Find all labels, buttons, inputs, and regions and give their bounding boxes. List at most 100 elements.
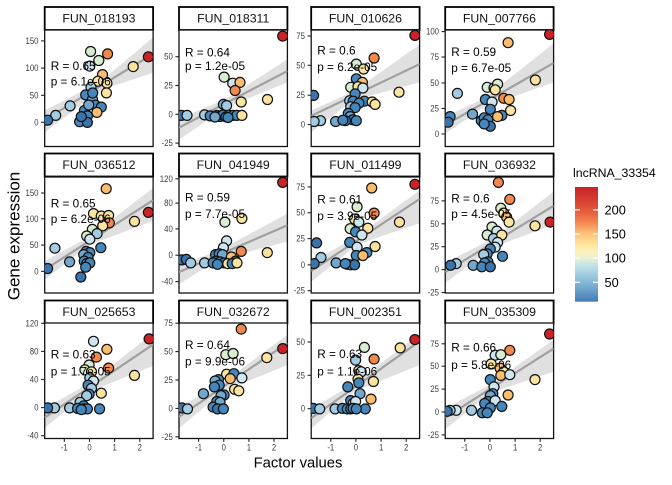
svg-text:40: 40 xyxy=(164,224,173,234)
svg-text:Factor values: Factor values xyxy=(254,456,343,472)
svg-text:75: 75 xyxy=(430,196,439,206)
svg-text:FUN_036932: FUN_036932 xyxy=(463,158,536,172)
svg-text:R = 0.63: R = 0.63 xyxy=(51,348,96,362)
svg-text:0: 0 xyxy=(222,443,226,453)
svg-text:80: 80 xyxy=(30,346,39,356)
svg-text:p = 6.7e-05: p = 6.7e-05 xyxy=(451,61,511,75)
svg-text:p = 1.2e-05: p = 1.2e-05 xyxy=(185,59,245,73)
svg-text:p = 4.5e-05: p = 4.5e-05 xyxy=(451,207,511,221)
svg-text:0: 0 xyxy=(34,117,38,127)
svg-text:50: 50 xyxy=(164,52,173,62)
svg-text:25: 25 xyxy=(430,384,439,394)
svg-text:FUN_036512: FUN_036512 xyxy=(62,158,135,172)
svg-text:120: 120 xyxy=(160,174,173,184)
svg-text:0: 0 xyxy=(301,260,305,270)
svg-text:FUN_025653: FUN_025653 xyxy=(62,305,135,319)
svg-text:150: 150 xyxy=(605,227,626,242)
svg-text:25: 25 xyxy=(430,104,439,114)
svg-text:75: 75 xyxy=(164,318,173,328)
svg-text:R = 0.65: R = 0.65 xyxy=(51,196,96,210)
svg-text:-25: -25 xyxy=(294,286,305,296)
svg-text:p = 6.1e-06: p = 6.1e-06 xyxy=(51,75,111,89)
svg-text:0: 0 xyxy=(34,403,38,413)
svg-text:25: 25 xyxy=(164,81,173,91)
svg-text:p = 7.7e-05: p = 7.7e-05 xyxy=(185,207,245,221)
svg-text:50: 50 xyxy=(605,275,619,290)
svg-text:FUN_018193: FUN_018193 xyxy=(62,12,135,26)
svg-text:0: 0 xyxy=(301,120,305,130)
svg-text:FUN_011499: FUN_011499 xyxy=(329,158,401,172)
svg-text:FUN_007766: FUN_007766 xyxy=(463,12,536,26)
svg-text:50: 50 xyxy=(296,337,305,347)
svg-text:2: 2 xyxy=(272,443,276,453)
svg-text:80: 80 xyxy=(164,198,173,208)
svg-text:FUN_002351: FUN_002351 xyxy=(329,305,402,319)
svg-text:Gene expression: Gene expression xyxy=(5,172,24,301)
svg-text:50: 50 xyxy=(296,208,305,218)
svg-text:FUN_010626: FUN_010626 xyxy=(329,12,402,26)
svg-text:25: 25 xyxy=(296,90,305,100)
svg-text:R = 0.63: R = 0.63 xyxy=(317,347,362,361)
svg-text:25: 25 xyxy=(296,370,305,380)
svg-text:1: 1 xyxy=(247,443,251,453)
svg-text:-25: -25 xyxy=(162,432,173,442)
svg-text:1: 1 xyxy=(379,443,383,453)
svg-text:2: 2 xyxy=(138,443,142,453)
svg-text:R = 0.64: R = 0.64 xyxy=(185,45,230,59)
svg-text:-25: -25 xyxy=(428,288,439,298)
svg-text:R = 0.59: R = 0.59 xyxy=(185,191,230,205)
svg-text:lncRNA_33354: lncRNA_33354 xyxy=(573,166,656,180)
svg-text:p = 3.9e-05: p = 3.9e-05 xyxy=(317,209,377,223)
svg-text:40: 40 xyxy=(30,375,39,385)
svg-text:0: 0 xyxy=(34,266,38,276)
svg-text:-1: -1 xyxy=(327,443,334,453)
svg-text:25: 25 xyxy=(296,234,305,244)
svg-text:75: 75 xyxy=(296,182,305,192)
svg-text:50: 50 xyxy=(430,361,439,371)
svg-text:p = 6.2e-05: p = 6.2e-05 xyxy=(317,60,377,74)
svg-text:2: 2 xyxy=(538,443,542,453)
svg-text:120: 120 xyxy=(26,318,39,328)
svg-text:R = 0.61: R = 0.61 xyxy=(317,193,362,207)
svg-text:0: 0 xyxy=(354,443,358,453)
svg-text:100: 100 xyxy=(605,251,626,266)
svg-text:R = 0.59: R = 0.59 xyxy=(451,45,496,59)
svg-text:p = 9.9e-06: p = 9.9e-06 xyxy=(185,355,245,369)
svg-text:0: 0 xyxy=(435,407,439,417)
svg-text:50: 50 xyxy=(296,60,305,70)
svg-text:1: 1 xyxy=(513,443,517,453)
svg-text:75: 75 xyxy=(430,52,439,62)
svg-text:0: 0 xyxy=(169,250,173,260)
svg-text:FUN_032672: FUN_032672 xyxy=(197,305,270,319)
svg-text:0: 0 xyxy=(435,265,439,275)
svg-text:R = 0.66: R = 0.66 xyxy=(451,340,496,354)
svg-text:-25: -25 xyxy=(162,138,173,148)
svg-text:p = 6.2e-06: p = 6.2e-06 xyxy=(51,212,111,226)
svg-text:-25: -25 xyxy=(428,430,439,440)
svg-text:75: 75 xyxy=(430,339,439,349)
svg-text:100: 100 xyxy=(26,63,39,73)
svg-text:-40: -40 xyxy=(162,277,173,287)
svg-text:50: 50 xyxy=(30,240,39,250)
svg-text:100: 100 xyxy=(426,27,439,37)
svg-text:FUN_018311: FUN_018311 xyxy=(197,12,269,26)
svg-text:25: 25 xyxy=(164,375,173,385)
svg-text:0: 0 xyxy=(488,443,492,453)
svg-text:0: 0 xyxy=(435,129,439,139)
svg-text:p = 1.7e-05: p = 1.7e-05 xyxy=(51,364,111,378)
svg-text:p = 5.8e-06: p = 5.8e-06 xyxy=(451,358,511,372)
svg-text:200: 200 xyxy=(605,202,626,217)
svg-text:50: 50 xyxy=(430,78,439,88)
svg-text:0: 0 xyxy=(87,443,91,453)
svg-text:2: 2 xyxy=(404,443,408,453)
svg-text:75: 75 xyxy=(296,31,305,41)
svg-text:100: 100 xyxy=(26,214,39,224)
svg-text:-1: -1 xyxy=(61,443,68,453)
svg-text:50: 50 xyxy=(30,90,39,100)
svg-text:1: 1 xyxy=(112,443,116,453)
svg-text:-1: -1 xyxy=(195,443,202,453)
svg-text:p = 1.1e-06: p = 1.1e-06 xyxy=(317,364,377,378)
svg-text:150: 150 xyxy=(26,36,39,46)
svg-text:-40: -40 xyxy=(27,431,38,441)
svg-text:R = 0.64: R = 0.64 xyxy=(185,338,230,352)
